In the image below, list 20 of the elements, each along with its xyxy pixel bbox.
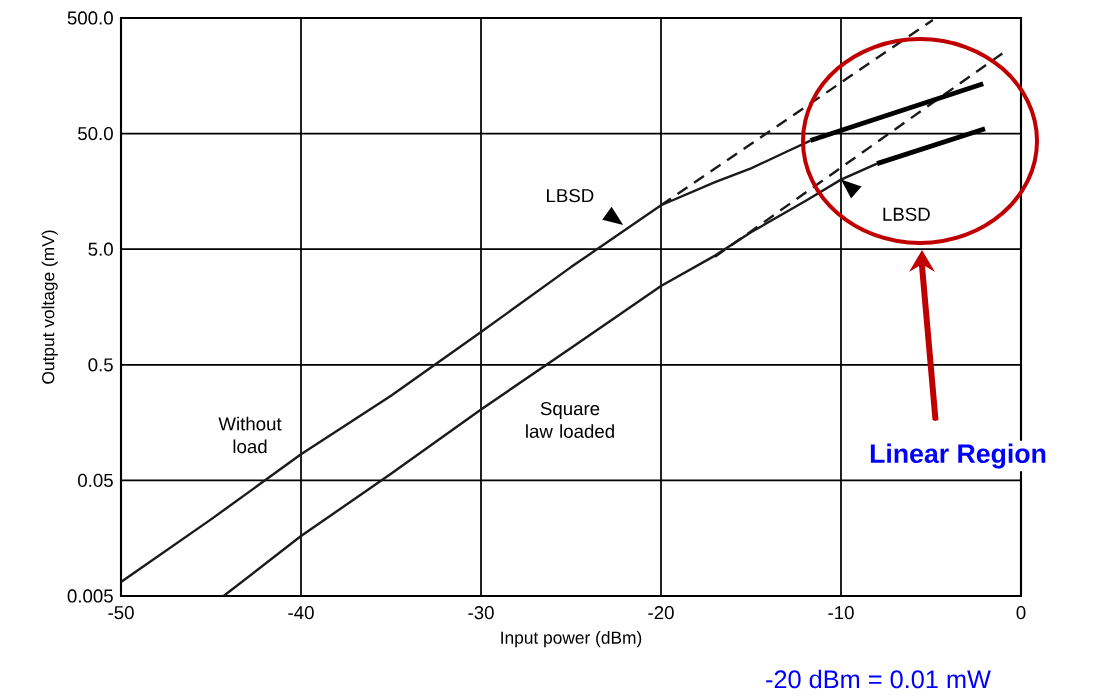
annotation: Linear Region xyxy=(870,443,1046,469)
x-tick-label: -10 xyxy=(828,606,854,620)
annotation: LBSD xyxy=(883,207,930,221)
x-tick-label: -20 xyxy=(648,606,674,620)
y-tick-label: 50.0 xyxy=(78,126,113,141)
y-axis-title: Output voltage (mV) xyxy=(41,230,58,384)
y-tick-label: 5.0 xyxy=(88,242,113,256)
text: -20 dBm = 0.01 mW xyxy=(766,669,991,689)
x-axis-title: Input power (dBm) xyxy=(501,631,642,648)
x-tick-label: 0 xyxy=(1016,606,1026,620)
y-tick-label: 0.05 xyxy=(78,473,113,487)
x-tick-label: -50 xyxy=(108,606,134,620)
y-tick-label: 0.005 xyxy=(67,589,113,603)
series-label: Without load xyxy=(218,416,282,454)
annotation: LBSD xyxy=(547,189,594,203)
x-tick-label: -40 xyxy=(288,606,314,620)
y-tick-label: 500.0 xyxy=(67,11,113,25)
series-label: Square law loaded xyxy=(526,402,614,438)
y-tick-label: 0.5 xyxy=(88,358,113,372)
x-tick-label: -30 xyxy=(468,606,494,620)
